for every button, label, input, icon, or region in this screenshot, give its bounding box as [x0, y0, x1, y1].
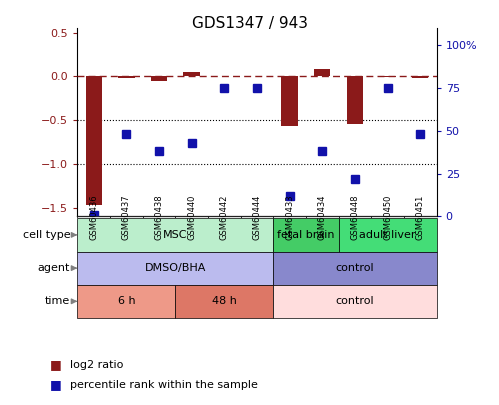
Text: GSM60448: GSM60448 [350, 194, 359, 240]
Text: ■: ■ [50, 378, 62, 391]
Text: GSM60450: GSM60450 [383, 194, 392, 240]
Bar [77, 216, 110, 218]
Bar [241, 216, 273, 218]
Bar [273, 218, 339, 252]
Text: GSM60444: GSM60444 [252, 194, 261, 240]
Text: agent: agent [38, 263, 70, 273]
Bar [339, 216, 371, 218]
Bar [339, 218, 437, 252]
Text: GSM60451: GSM60451 [416, 194, 425, 240]
Text: percentile rank within the sample: percentile rank within the sample [70, 380, 258, 390]
Text: time: time [45, 296, 70, 306]
Bar [110, 216, 143, 218]
Text: GSM60433: GSM60433 [285, 194, 294, 240]
Bar [306, 216, 339, 218]
Text: GSM60437: GSM60437 [122, 194, 131, 240]
Text: GSM60440: GSM60440 [187, 194, 196, 240]
Text: 6 h: 6 h [118, 296, 135, 306]
Bar [273, 252, 437, 285]
Bar [404, 216, 437, 218]
Bar [371, 216, 404, 218]
Text: adult liver: adult liver [359, 230, 416, 240]
Bar [273, 285, 437, 318]
Text: GSM60434: GSM60434 [318, 194, 327, 240]
Bar [273, 216, 306, 218]
Bar [175, 285, 273, 318]
Bar [412, 77, 429, 78]
Text: DMSO/BHA: DMSO/BHA [145, 263, 206, 273]
Text: MSC: MSC [163, 230, 188, 240]
Text: GSM60438: GSM60438 [155, 194, 164, 240]
Text: control: control [336, 263, 374, 273]
Bar [175, 216, 208, 218]
Bar [85, 77, 102, 205]
Text: GDS1347 / 943: GDS1347 / 943 [192, 16, 307, 31]
Bar [314, 69, 330, 77]
Bar [347, 77, 363, 124]
Bar [77, 285, 175, 318]
Bar [208, 216, 241, 218]
Text: GSM60442: GSM60442 [220, 194, 229, 240]
Text: fetal brain: fetal brain [277, 230, 335, 240]
Bar [281, 77, 298, 126]
Bar [151, 77, 167, 81]
Text: cell type: cell type [22, 230, 70, 240]
Bar [77, 252, 273, 285]
Text: log2 ratio: log2 ratio [70, 360, 123, 369]
Text: ■: ■ [50, 358, 62, 371]
Bar [143, 216, 175, 218]
Text: 48 h: 48 h [212, 296, 237, 306]
Bar [118, 77, 135, 78]
Bar [77, 218, 273, 252]
Text: GSM60436: GSM60436 [89, 194, 98, 240]
Text: control: control [336, 296, 374, 306]
Bar [184, 72, 200, 77]
